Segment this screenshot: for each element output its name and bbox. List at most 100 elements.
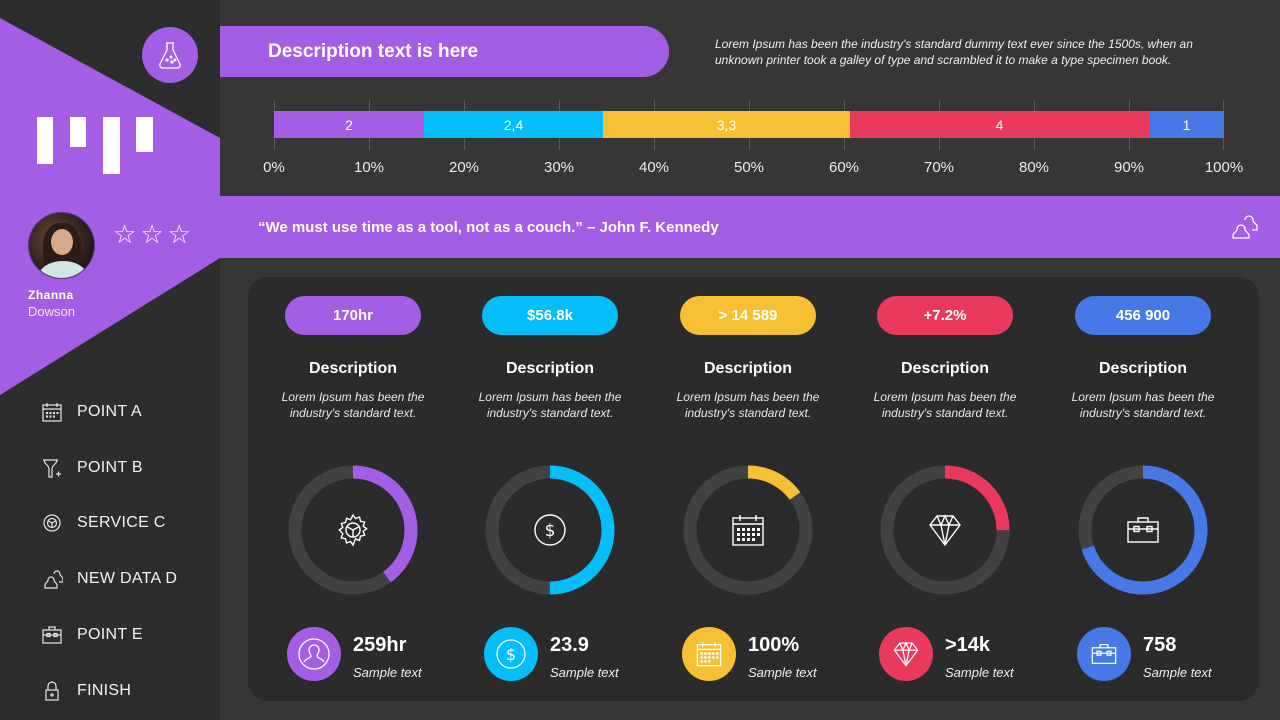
user-last-name: Dowson: [28, 304, 75, 319]
users-icon[interactable]: [1230, 212, 1258, 240]
sidebar-item-label: POINT A: [77, 402, 142, 420]
dollar-coin-icon: $: [531, 511, 569, 549]
axis-tick: 40%: [638, 159, 670, 176]
diamond-icon: [893, 641, 919, 667]
calendar-icon: [696, 642, 722, 667]
stat-value: >14k: [945, 634, 991, 656]
title-banner: Description text is here: [220, 26, 669, 77]
metric-pill[interactable]: 456 900: [1075, 296, 1211, 335]
card-description: Lorem Ipsum has been the industry's stand…: [281, 390, 425, 420]
quote-banner: “We must use time as a tool, not as a co…: [220, 196, 1280, 258]
toolbox-icon: [1124, 511, 1162, 549]
toolbox-icon: [1091, 644, 1117, 664]
stat-icon-badge: [287, 627, 341, 681]
stat-icon-badge: [682, 627, 736, 681]
svg-text:$: $: [506, 645, 516, 664]
donut-chart: [683, 465, 813, 595]
donut-chart: [880, 465, 1010, 595]
flask-icon: [159, 42, 181, 69]
card-description: Lorem Ipsum has been the industry's stand…: [676, 390, 820, 420]
metric-pill[interactable]: +7.2%: [877, 296, 1013, 335]
stat-label: Sample text: [1143, 665, 1212, 680]
star-icon: ☆: [167, 220, 191, 250]
stat-icon-badge: $: [484, 627, 538, 681]
metric-card: $56.8k Description Lorem Ipsum has been …: [445, 277, 643, 701]
flask-button[interactable]: [142, 27, 198, 83]
axis-tick: 60%: [828, 159, 860, 176]
user-first-name: Zhanna: [28, 288, 74, 302]
sidebar-item-point-e[interactable]: POINT E: [40, 607, 220, 663]
card-title: Description: [1098, 360, 1187, 377]
bar-segment[interactable]: 3,3: [603, 111, 850, 138]
stacked-bar: 2 2,4 3,3 4 1: [274, 111, 1224, 138]
bar-segment[interactable]: 4: [850, 111, 1149, 138]
axis-tick: 90%: [1113, 159, 1145, 176]
stat-value: 100%: [748, 634, 800, 656]
dollar-coin-icon: $: [496, 639, 526, 669]
sidebar-purple-triangle: [0, 18, 220, 395]
metrics-panel: 170hr Description Lorem Ipsum has been t…: [248, 277, 1259, 701]
page-title: Description text is here: [268, 40, 479, 62]
sidebar-item-label: NEW DATA D: [77, 570, 178, 588]
sidebar-item-label: POINT B: [77, 458, 143, 476]
axis-tick: 10%: [353, 159, 385, 176]
sidebar-item-point-a[interactable]: POINT A: [40, 384, 220, 440]
sidebar-item-finish[interactable]: FINISH: [40, 663, 220, 719]
sidebar-item-label: FINISH: [77, 681, 132, 699]
card-title: Description: [308, 360, 397, 377]
axis-tick: 20%: [448, 159, 480, 176]
axis-tick: 30%: [543, 159, 575, 176]
lock-icon: [40, 679, 64, 703]
card-title: Description: [703, 360, 792, 377]
metric-pill[interactable]: > 14 589: [680, 296, 816, 335]
donut-chart: [288, 465, 418, 595]
stat-label: Sample text: [748, 665, 817, 680]
sidebar-item-point-b[interactable]: POINT B: [40, 440, 220, 496]
axis-tick: 0%: [263, 159, 285, 176]
metric-card: 456 900 Description Lorem Ipsum has been…: [1038, 277, 1236, 701]
diamond-icon: [926, 511, 964, 549]
sidebar-nav: POINT A POINT B SERVICE C NEW DATA D: [40, 384, 220, 719]
axis-tick: 50%: [733, 159, 765, 176]
stat-value: 758: [1143, 634, 1177, 656]
stat-label: Sample text: [550, 665, 619, 680]
sidebar-item-label: POINT E: [77, 626, 143, 644]
donut-chart: [1078, 465, 1208, 595]
card-description: Lorem Ipsum has been the industry's stand…: [1071, 390, 1215, 420]
star-icon: ☆: [140, 220, 164, 250]
header-description: Lorem Ipsum has been the industry's stan…: [715, 37, 1193, 67]
axis-tick: 80%: [1018, 159, 1050, 176]
axis-tick: 70%: [923, 159, 955, 176]
stat-icon-badge: [879, 627, 933, 681]
metric-pill[interactable]: 170hr: [285, 296, 421, 335]
metric-pill[interactable]: $56.8k: [482, 296, 618, 335]
bar-segment[interactable]: 2: [274, 111, 424, 138]
donut-chart: [485, 465, 615, 595]
sidebar: ☆ ☆ ☆ Zhanna Dowson POINT A POINT B: [0, 0, 220, 720]
sidebar-item-service-c[interactable]: SERVICE C: [40, 496, 220, 552]
sidebar-item-new-data-d[interactable]: NEW DATA D: [40, 551, 220, 607]
card-title: Description: [900, 360, 989, 377]
toolbox-icon: [40, 623, 64, 647]
sidebar-item-label: SERVICE C: [77, 514, 166, 532]
rating-stars: ☆ ☆ ☆: [113, 222, 191, 248]
card-description: Lorem Ipsum has been the industry's stand…: [478, 390, 622, 420]
stat-icon-badge: [1077, 627, 1131, 681]
stat-value: 259hr: [353, 634, 407, 656]
stat-label: Sample text: [945, 665, 1014, 680]
gear-wheel-icon: [40, 511, 64, 535]
metric-card: > 14 589 Description Lorem Ipsum has bee…: [643, 277, 841, 701]
calendar-icon: [40, 400, 64, 424]
axis-tick: 100%: [1204, 159, 1244, 176]
bar-segment[interactable]: 2,4: [424, 111, 603, 138]
bar-logo: [36, 115, 156, 175]
gear-wheel-icon: [334, 511, 372, 549]
users-icon: [40, 567, 64, 591]
avatar[interactable]: [28, 212, 95, 279]
calendar-icon: [729, 511, 767, 549]
bar-segment[interactable]: 1: [1149, 111, 1224, 138]
card-title: Description: [505, 360, 594, 377]
stat-value: 23.9: [550, 634, 589, 656]
star-icon: ☆: [113, 220, 137, 250]
